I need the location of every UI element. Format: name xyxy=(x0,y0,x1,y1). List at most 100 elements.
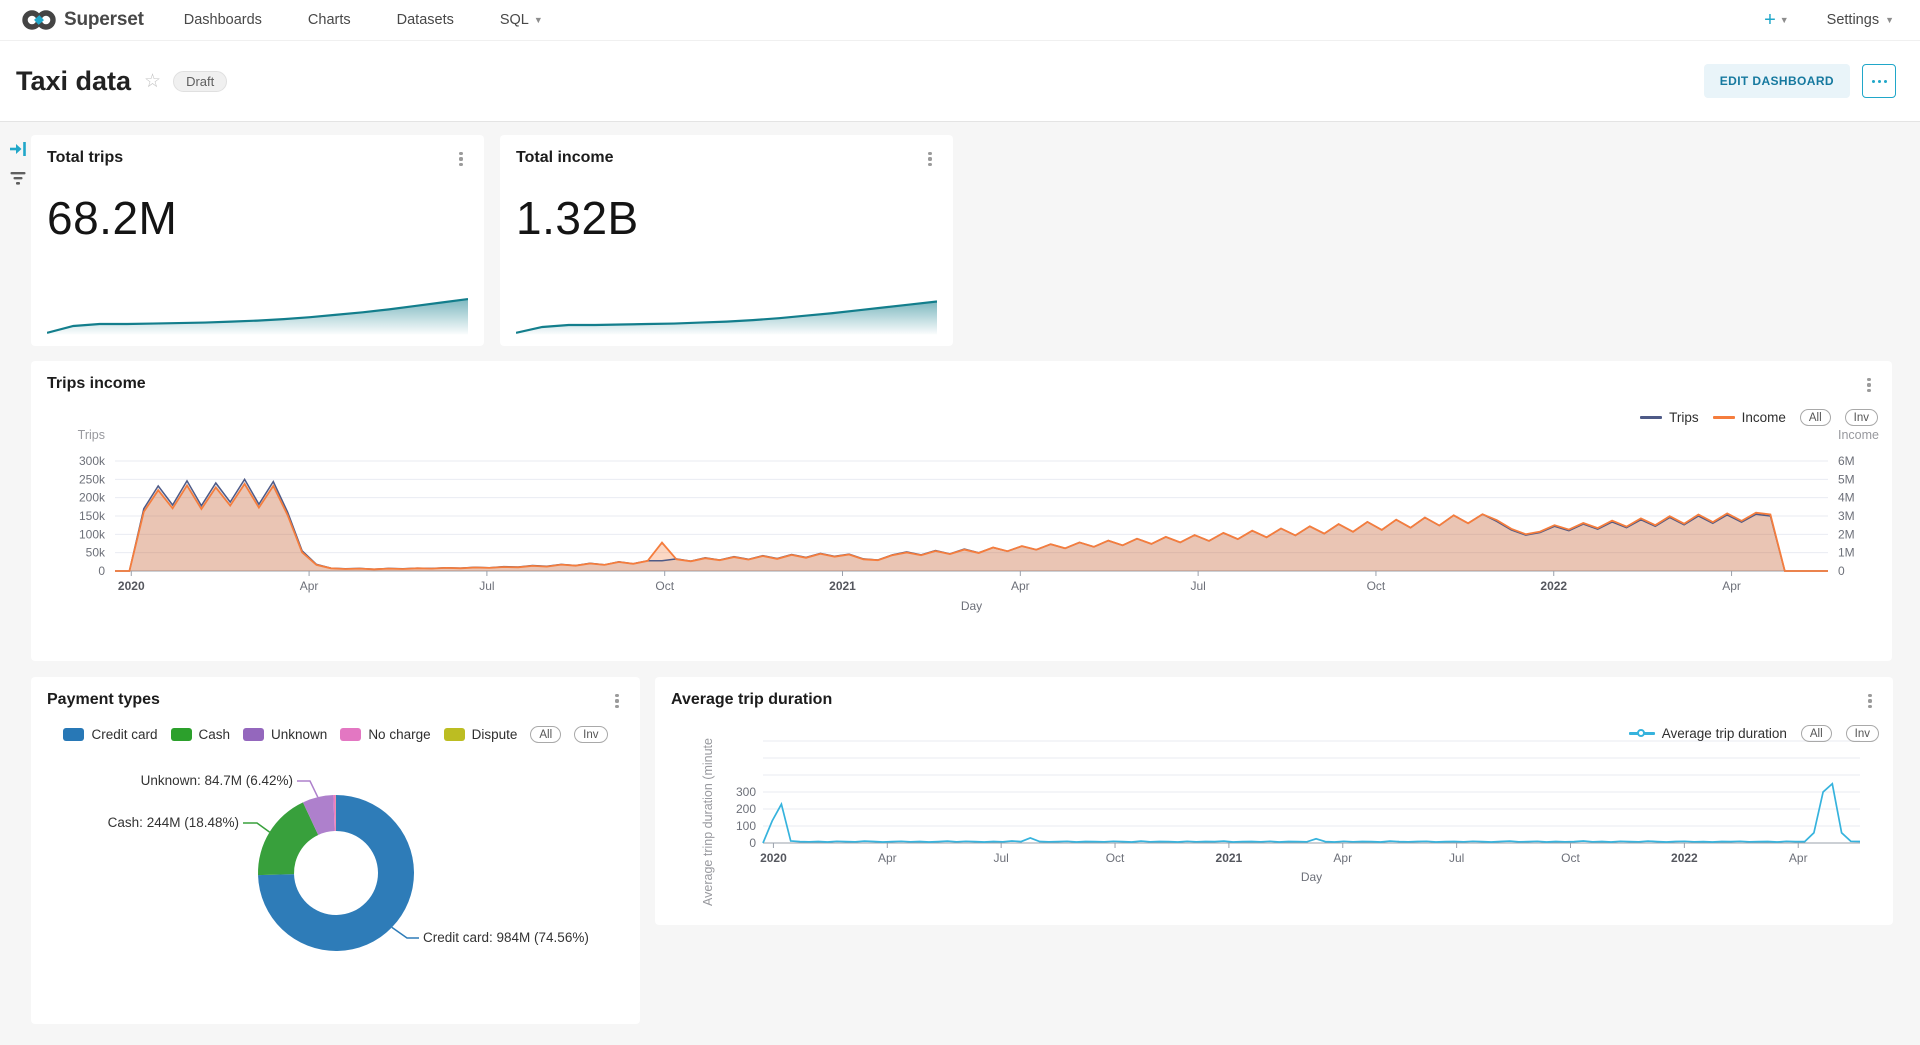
svg-text:200: 200 xyxy=(736,802,756,816)
superset-logo[interactable]: Superset xyxy=(22,9,144,31)
chart-menu-kebab-icon[interactable] xyxy=(921,149,939,169)
plus-icon: + xyxy=(1764,8,1776,31)
chart-title: Total trips xyxy=(47,149,124,166)
svg-text:5M: 5M xyxy=(1838,472,1855,486)
pie-slice-no-charge[interactable] xyxy=(333,795,336,832)
page-title: Taxi data xyxy=(16,65,132,96)
svg-text:Oct: Oct xyxy=(1561,851,1580,865)
svg-text:300k: 300k xyxy=(79,454,106,468)
legend-label: Credit card xyxy=(91,727,158,742)
pie-callout-label: Credit card: 984M (74.56%) xyxy=(423,930,589,945)
chart-legend: Average trip duration All Inv xyxy=(1628,725,1879,742)
pie-slice-credit-card[interactable] xyxy=(258,795,415,951)
filter-funnel-icon[interactable] xyxy=(9,170,27,191)
no-charge-swatch xyxy=(340,728,362,741)
status-badge: Draft xyxy=(173,70,228,92)
svg-text:Apr: Apr xyxy=(1789,851,1808,865)
svg-text:Oct: Oct xyxy=(655,579,674,593)
chart-menu-kebab-icon[interactable] xyxy=(1860,375,1878,395)
svg-text:3M: 3M xyxy=(1838,509,1855,523)
chevron-down-icon: ▼ xyxy=(533,15,543,25)
svg-text:Oct: Oct xyxy=(1367,579,1386,593)
avg-duration-marker xyxy=(1628,728,1655,739)
chart-menu-kebab-icon[interactable] xyxy=(452,149,470,169)
trips-line-swatch xyxy=(1640,416,1663,419)
chart-menu-kebab-icon[interactable] xyxy=(1861,691,1879,711)
more-options-button[interactable] xyxy=(1862,64,1896,98)
chart-title: Total income xyxy=(516,149,614,166)
chart-legend: Trips Income All Inv xyxy=(1640,409,1878,426)
nav-dashboards[interactable]: Dashboards xyxy=(183,12,262,28)
nav-charts[interactable]: Charts xyxy=(307,12,351,28)
pie-slice-unknown[interactable] xyxy=(302,795,335,835)
svg-text:250k: 250k xyxy=(79,472,106,486)
legend-item-dispute[interactable]: Dispute xyxy=(443,727,517,742)
legend-all-button[interactable]: All xyxy=(530,726,562,743)
trips-income-chart: 0 0 50k 1M 100k 2M 150k 3M 200k 4M 250k 5M 300k 6M Tri… xyxy=(78,428,1879,613)
svg-text:2020: 2020 xyxy=(118,579,145,593)
chart-title: Average trip duration xyxy=(671,691,833,708)
legend-label: Cash xyxy=(198,727,231,742)
legend-all-button[interactable]: All xyxy=(1799,409,1831,426)
expand-filter-bar-icon[interactable] xyxy=(9,140,29,163)
svg-text:6M: 6M xyxy=(1838,454,1855,468)
chart-card-trips-income: Trips income Trips Income All Inv 0 0 50k 1… xyxy=(31,361,1892,661)
svg-text:Jul: Jul xyxy=(993,851,1008,865)
legend-inv-button[interactable]: Inv xyxy=(574,726,608,743)
favorite-star-icon[interactable]: ☆ xyxy=(144,70,162,92)
chart-card-avg-trip-duration: Average trip duration Average trip durat… xyxy=(655,677,1893,925)
legend-inv-button[interactable]: Inv xyxy=(1844,409,1878,426)
brand-name: Superset xyxy=(64,9,144,30)
svg-text:2020: 2020 xyxy=(760,851,787,865)
nav-datasets[interactable]: Datasets xyxy=(396,12,454,28)
svg-text:100: 100 xyxy=(736,819,756,833)
pie-callout-label: Cash: 244M (18.48%) xyxy=(108,815,239,830)
total-income-sparkline xyxy=(516,282,937,336)
legend-item-trips[interactable]: Trips xyxy=(1640,410,1699,425)
navbar: Superset Dashboards Charts Datasets SQL … xyxy=(0,0,1920,41)
pie-slice-cash[interactable] xyxy=(258,802,319,876)
svg-text:Day: Day xyxy=(1301,870,1322,884)
svg-text:Apr: Apr xyxy=(878,851,897,865)
dashboard-header: Taxi data ☆ Draft EDIT DASHBOARD xyxy=(0,41,1920,122)
svg-text:Apr: Apr xyxy=(300,579,319,593)
edit-dashboard-button[interactable]: EDIT DASHBOARD xyxy=(1703,64,1850,98)
svg-text:0: 0 xyxy=(1838,564,1845,578)
dispute-swatch xyxy=(443,728,465,741)
legend-item-avg-trip-duration[interactable]: Average trip duration xyxy=(1628,726,1787,741)
settings-menu[interactable]: Settings ▼ xyxy=(1827,12,1894,28)
credit-card-swatch xyxy=(63,728,85,741)
legend-label: Average trip duration xyxy=(1661,726,1787,741)
svg-text:Trips: Trips xyxy=(78,428,105,442)
chart-card-total-income: Total income 1.32B xyxy=(500,135,953,346)
chart-card-total-trips: Total trips 68.2M xyxy=(31,135,484,346)
svg-text:Apr: Apr xyxy=(1011,579,1030,593)
legend-all-button[interactable]: All xyxy=(1800,725,1832,742)
new-item-button[interactable]: + ▼ xyxy=(1764,9,1789,32)
svg-text:1M: 1M xyxy=(1838,546,1855,560)
svg-text:Oct: Oct xyxy=(1106,851,1125,865)
big-number-value: 68.2M xyxy=(47,192,178,244)
svg-text:2022: 2022 xyxy=(1671,851,1698,865)
legend-item-unknown[interactable]: Unknown xyxy=(243,727,327,742)
svg-text:2021: 2021 xyxy=(1216,851,1243,865)
superset-infinity-icon xyxy=(22,10,56,30)
legend-item-cash[interactable]: Cash xyxy=(170,727,231,742)
svg-text:Jul: Jul xyxy=(1190,579,1205,593)
svg-text:Day: Day xyxy=(961,599,982,613)
chart-menu-kebab-icon[interactable] xyxy=(608,691,626,711)
svg-text:100k: 100k xyxy=(79,527,106,541)
svg-text:300: 300 xyxy=(736,785,756,799)
svg-text:Income: Income xyxy=(1838,428,1879,442)
legend-item-income[interactable]: Income xyxy=(1712,410,1786,425)
chart-title: Payment types xyxy=(47,691,160,708)
chart-card-payment-types: Payment types Credit card Cash Unknown N… xyxy=(31,677,640,1024)
legend-item-no-charge[interactable]: No charge xyxy=(340,727,431,742)
legend-item-credit-card[interactable]: Credit card xyxy=(63,727,158,742)
big-number-value: 1.32B xyxy=(516,192,639,244)
svg-text:150k: 150k xyxy=(79,509,106,523)
nav-sql-menu[interactable]: SQL ▼ xyxy=(500,12,543,28)
svg-text:Apr: Apr xyxy=(1333,851,1352,865)
legend-label: Unknown xyxy=(271,727,328,742)
legend-inv-button[interactable]: Inv xyxy=(1845,725,1879,742)
